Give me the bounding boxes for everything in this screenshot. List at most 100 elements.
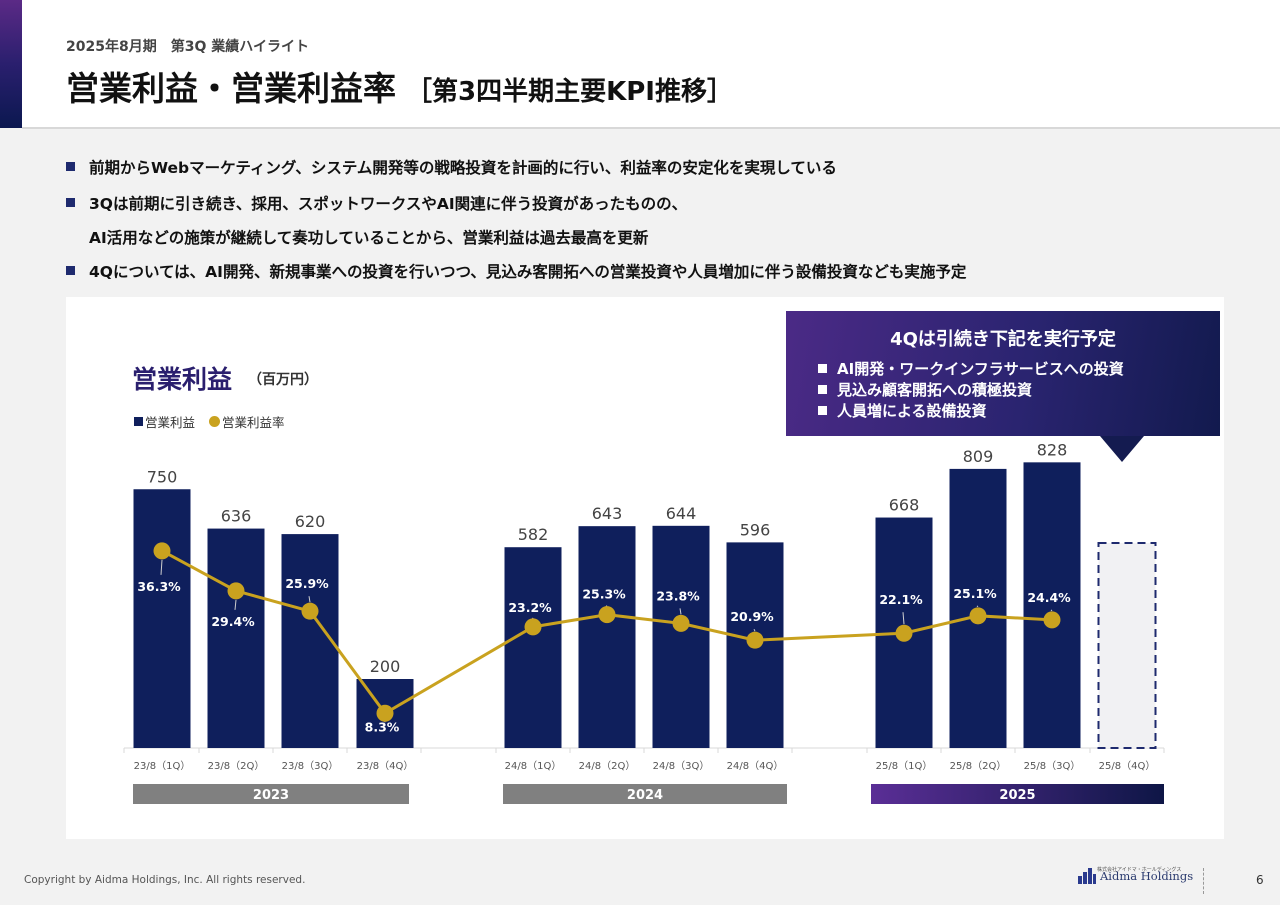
bullet-square-icon <box>66 162 75 171</box>
margin-point <box>746 631 764 649</box>
x-axis-category-label: 23/8（4Q） <box>357 760 414 772</box>
page-title-main: 営業利益・営業利益率 <box>66 69 396 108</box>
bullet-item: 前期からWebマーケティング、システム開発等の戦略投資を計画的に行い、利益率の安… <box>66 156 966 192</box>
margin-point <box>227 582 245 600</box>
legend-line-label: 営業利益率 <box>222 415 285 430</box>
margin-point <box>895 624 913 642</box>
margin-value-label: 22.1% <box>879 592 923 607</box>
page-title-bracket: ［第3四半期主要KPI推移］ <box>406 77 733 107</box>
callout-square-icon <box>818 385 827 394</box>
margin-label-leader <box>308 596 311 603</box>
page-number: 6 <box>1256 873 1264 887</box>
bar <box>281 534 339 748</box>
bar-value-label: 200 <box>370 657 401 676</box>
x-axis-category-label: 23/8（3Q） <box>282 760 339 772</box>
bar-value-label: 643 <box>592 504 623 523</box>
margin-value-label: 23.2% <box>508 600 552 615</box>
footer-separator <box>1203 868 1204 894</box>
bar-value-label: 596 <box>740 520 771 539</box>
bar <box>133 489 191 748</box>
bullet-text: 3Qは前期に引き続き、採用、スポットワークスやAI関連に伴う投資があったものの、 <box>89 195 688 213</box>
margin-value-label: 25.3% <box>582 587 626 602</box>
bar-value-label: 750 <box>147 467 178 486</box>
margin-label-leader <box>902 612 905 625</box>
margin-label-leader <box>1050 609 1053 612</box>
bar-value-label: 644 <box>666 504 697 523</box>
page-title: 営業利益・営業利益率 ［第3四半期主要KPI推移］ <box>66 62 733 110</box>
chart-legend: 営業利益 営業利益率 <box>134 412 285 431</box>
bullet-item: 4Qについては、AI開発、新規事業への投資を行いつつ、見込み客開拓への営業投資や… <box>66 260 966 296</box>
bullet-text: 4Qについては、AI開発、新規事業への投資を行いつつ、見込み客開拓への営業投資や… <box>89 263 967 281</box>
bar <box>1023 462 1081 748</box>
fiscal-year-band <box>503 784 787 804</box>
bullet-square-icon <box>66 198 75 207</box>
x-axis-category-label: 25/8（4Q） <box>1099 760 1156 772</box>
bullet-list: 前期からWebマーケティング、システム開発等の戦略投資を計画的に行い、利益率の安… <box>66 156 966 296</box>
legend-line-swatch <box>209 416 221 427</box>
callout-item-text: AI開発・ワークインフラサービスへの投資 <box>837 360 1124 378</box>
bar-value-label: 636 <box>221 507 252 526</box>
bullet-text: AI活用などの施策が継続して奏功していることから、営業利益は過去最高を更新 <box>89 229 649 247</box>
chart-title: 営業利益 <box>132 365 233 394</box>
margin-value-label: 25.1% <box>953 586 997 601</box>
callout-pointer <box>1100 436 1144 462</box>
margin-label-leader <box>753 628 756 632</box>
bullet-item-continuation: AI活用などの施策が継続して奏功していることから、営業利益は過去最高を更新 <box>66 226 966 260</box>
logo-japanese-name: 株式会社アイドマ・ホールディングス <box>1097 867 1182 873</box>
fiscal-year-label: 2024 <box>627 788 663 803</box>
x-axis-category-label: 23/8（2Q） <box>208 760 265 772</box>
fiscal-year-label: 2025 <box>999 788 1035 803</box>
header-accent-bar <box>0 0 22 128</box>
bar <box>578 526 636 748</box>
fiscal-year-band <box>871 784 1164 804</box>
margin-label-leader <box>160 559 163 575</box>
bar-value-label: 582 <box>518 525 549 544</box>
callout-item: AI開発・ワークインフラサービスへの投資 <box>818 359 1220 380</box>
x-axis-category-label: 24/8（4Q） <box>727 760 784 772</box>
callout-box: 4Qは引続き下記を実行予定 AI開発・ワークインフラサービスへの投資 見込み顧客… <box>786 311 1220 436</box>
margin-value-label: 29.4% <box>211 614 255 629</box>
margin-value-label: 25.9% <box>285 576 329 591</box>
legend-bar-label: 営業利益 <box>145 415 196 430</box>
planned-bar <box>1097 542 1157 749</box>
margin-label-leader <box>679 608 682 615</box>
callout-item-text: 見込み顧客開拓への積極投資 <box>837 381 1033 399</box>
callout-item: 見込み顧客開拓への積極投資 <box>818 380 1220 401</box>
x-axis-category-label: 25/8（3Q） <box>1024 760 1081 772</box>
fiscal-year-band <box>133 784 409 804</box>
callout-item-text: 人員増による設備投資 <box>837 402 987 420</box>
x-axis-category-label: 24/8（2Q） <box>579 760 636 772</box>
legend-bar-swatch <box>134 417 143 426</box>
logo-mark-icon <box>1078 868 1096 884</box>
margin-value-label: 24.4% <box>1027 590 1071 605</box>
bar-value-label: 828 <box>1037 440 1068 459</box>
margin-label-leader <box>234 599 237 610</box>
margin-value-label: 8.3% <box>365 719 400 734</box>
fiscal-year-label: 2023 <box>253 788 289 803</box>
x-axis-category-label: 25/8（1Q） <box>876 760 933 772</box>
bullet-item: 3Qは前期に引き続き、採用、スポットワークスやAI関連に伴う投資があったものの、 <box>66 192 966 226</box>
margin-point <box>524 618 542 636</box>
x-axis-category-label: 24/8（1Q） <box>505 760 562 772</box>
margin-point <box>153 542 171 560</box>
bar <box>652 525 710 748</box>
x-axis-category-label: 25/8（2Q） <box>950 760 1007 772</box>
margin-point <box>969 607 987 625</box>
margin-value-label: 36.3% <box>137 579 181 594</box>
header: 2025年8月期 第3Q 業績ハイライト 営業利益・営業利益率 ［第3四半期主要K… <box>0 0 1280 129</box>
bar-value-label: 668 <box>889 496 920 515</box>
margin-value-label: 20.9% <box>730 609 774 624</box>
margin-point <box>376 704 394 722</box>
callout-square-icon <box>818 364 827 373</box>
copyright-text: Copyright by Aidma Holdings, Inc. All ri… <box>24 874 306 886</box>
x-axis-category-label: 24/8（3Q） <box>653 760 710 772</box>
page-subtitle: 2025年8月期 第3Q 業績ハイライト <box>66 39 309 55</box>
company-logo: Aidma Holdings <box>1078 868 1193 884</box>
margin-point <box>1043 611 1061 629</box>
callout-list: AI開発・ワークインフラサービスへの投資 見込み顧客開拓への積極投資 人員増によ… <box>818 359 1220 422</box>
bar-value-label: 809 <box>963 447 994 466</box>
margin-label-leader <box>976 605 979 608</box>
margin-point <box>301 602 319 620</box>
margin-point <box>598 606 616 624</box>
